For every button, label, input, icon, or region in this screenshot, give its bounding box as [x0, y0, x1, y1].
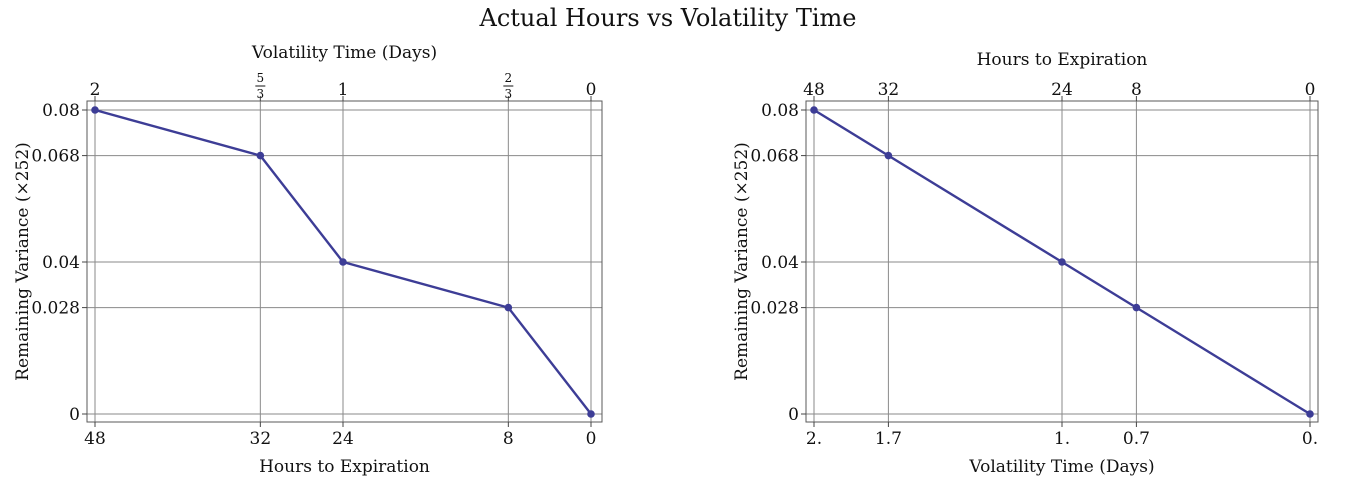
data-point: [810, 106, 818, 114]
x-bottom-tick-label: 32: [250, 429, 272, 449]
x-bottom-tick-label: 1.: [1054, 429, 1070, 449]
x-bottom-tick-label: 8: [503, 429, 514, 449]
data-point: [884, 151, 893, 160]
top-axis-title: Volatility Time (Days): [251, 43, 437, 63]
y-tick-label: 0.08: [761, 101, 799, 121]
y-tick-label: 0.028: [31, 299, 80, 319]
x-bottom-tick-label: 0.: [1302, 429, 1318, 449]
x-bottom-tick-label: 48: [84, 429, 106, 449]
y-tick-label: 0.068: [31, 147, 80, 167]
right-chart-panel: 0.08 0.068 0.04 0.028 0 2. 1.7 1. 0.7 0. 48 32 24 8 0 V…: [732, 50, 1319, 477]
x-bottom-tick-label: 1.7: [875, 429, 902, 449]
data-point: [91, 106, 99, 114]
x-top-tick-label: 24: [1051, 80, 1073, 100]
y-axis-title: Remaining Variance (×252): [13, 142, 33, 381]
data-point: [587, 410, 595, 418]
x-top-tick-label: 8: [1131, 80, 1142, 100]
fraction-denominator: 3: [257, 87, 265, 101]
x-top-tick-label: 1: [338, 80, 349, 100]
fraction-numerator: 5: [257, 71, 265, 85]
x-top-tick-label: 0: [586, 80, 597, 100]
x-bottom-tick-label: 0.7: [1123, 429, 1150, 449]
y-tick-label: 0.08: [42, 101, 80, 121]
y-tick-label: 0: [69, 405, 80, 425]
figure-title: Actual Hours vs Volatility Time: [479, 4, 857, 32]
data-point: [1306, 410, 1314, 418]
x-bottom-tick-label: 24: [332, 429, 354, 449]
y-tick-label: 0: [788, 405, 799, 425]
x-axis-title: Hours to Expiration: [259, 457, 430, 477]
data-point: [504, 303, 513, 312]
x-axis-title: Volatility Time (Days): [968, 457, 1154, 477]
x-top-tick-label: 32: [878, 80, 900, 100]
data-point: [1132, 303, 1141, 312]
y-tick-label: 0.028: [750, 299, 799, 319]
fraction-denominator: 3: [505, 87, 513, 101]
fraction-numerator: 2: [505, 71, 513, 85]
y-tick-label: 0.04: [761, 253, 799, 273]
top-axis-title: Hours to Expiration: [977, 50, 1148, 70]
x-bottom-tick-label: 0: [586, 429, 597, 449]
x-bottom-tick-label: 2.: [806, 429, 822, 449]
x-top-tick-label: 48: [803, 80, 825, 100]
data-point: [339, 258, 347, 266]
y-tick-label: 0.068: [750, 147, 799, 167]
data-point: [256, 151, 265, 160]
y-axis-title: Remaining Variance (×252): [732, 142, 752, 381]
y-tick-label: 0.04: [42, 253, 80, 273]
x-top-tick-label: 0: [1305, 80, 1316, 100]
data-point: [1058, 258, 1066, 266]
x-top-tick-label: 2: [90, 80, 101, 100]
